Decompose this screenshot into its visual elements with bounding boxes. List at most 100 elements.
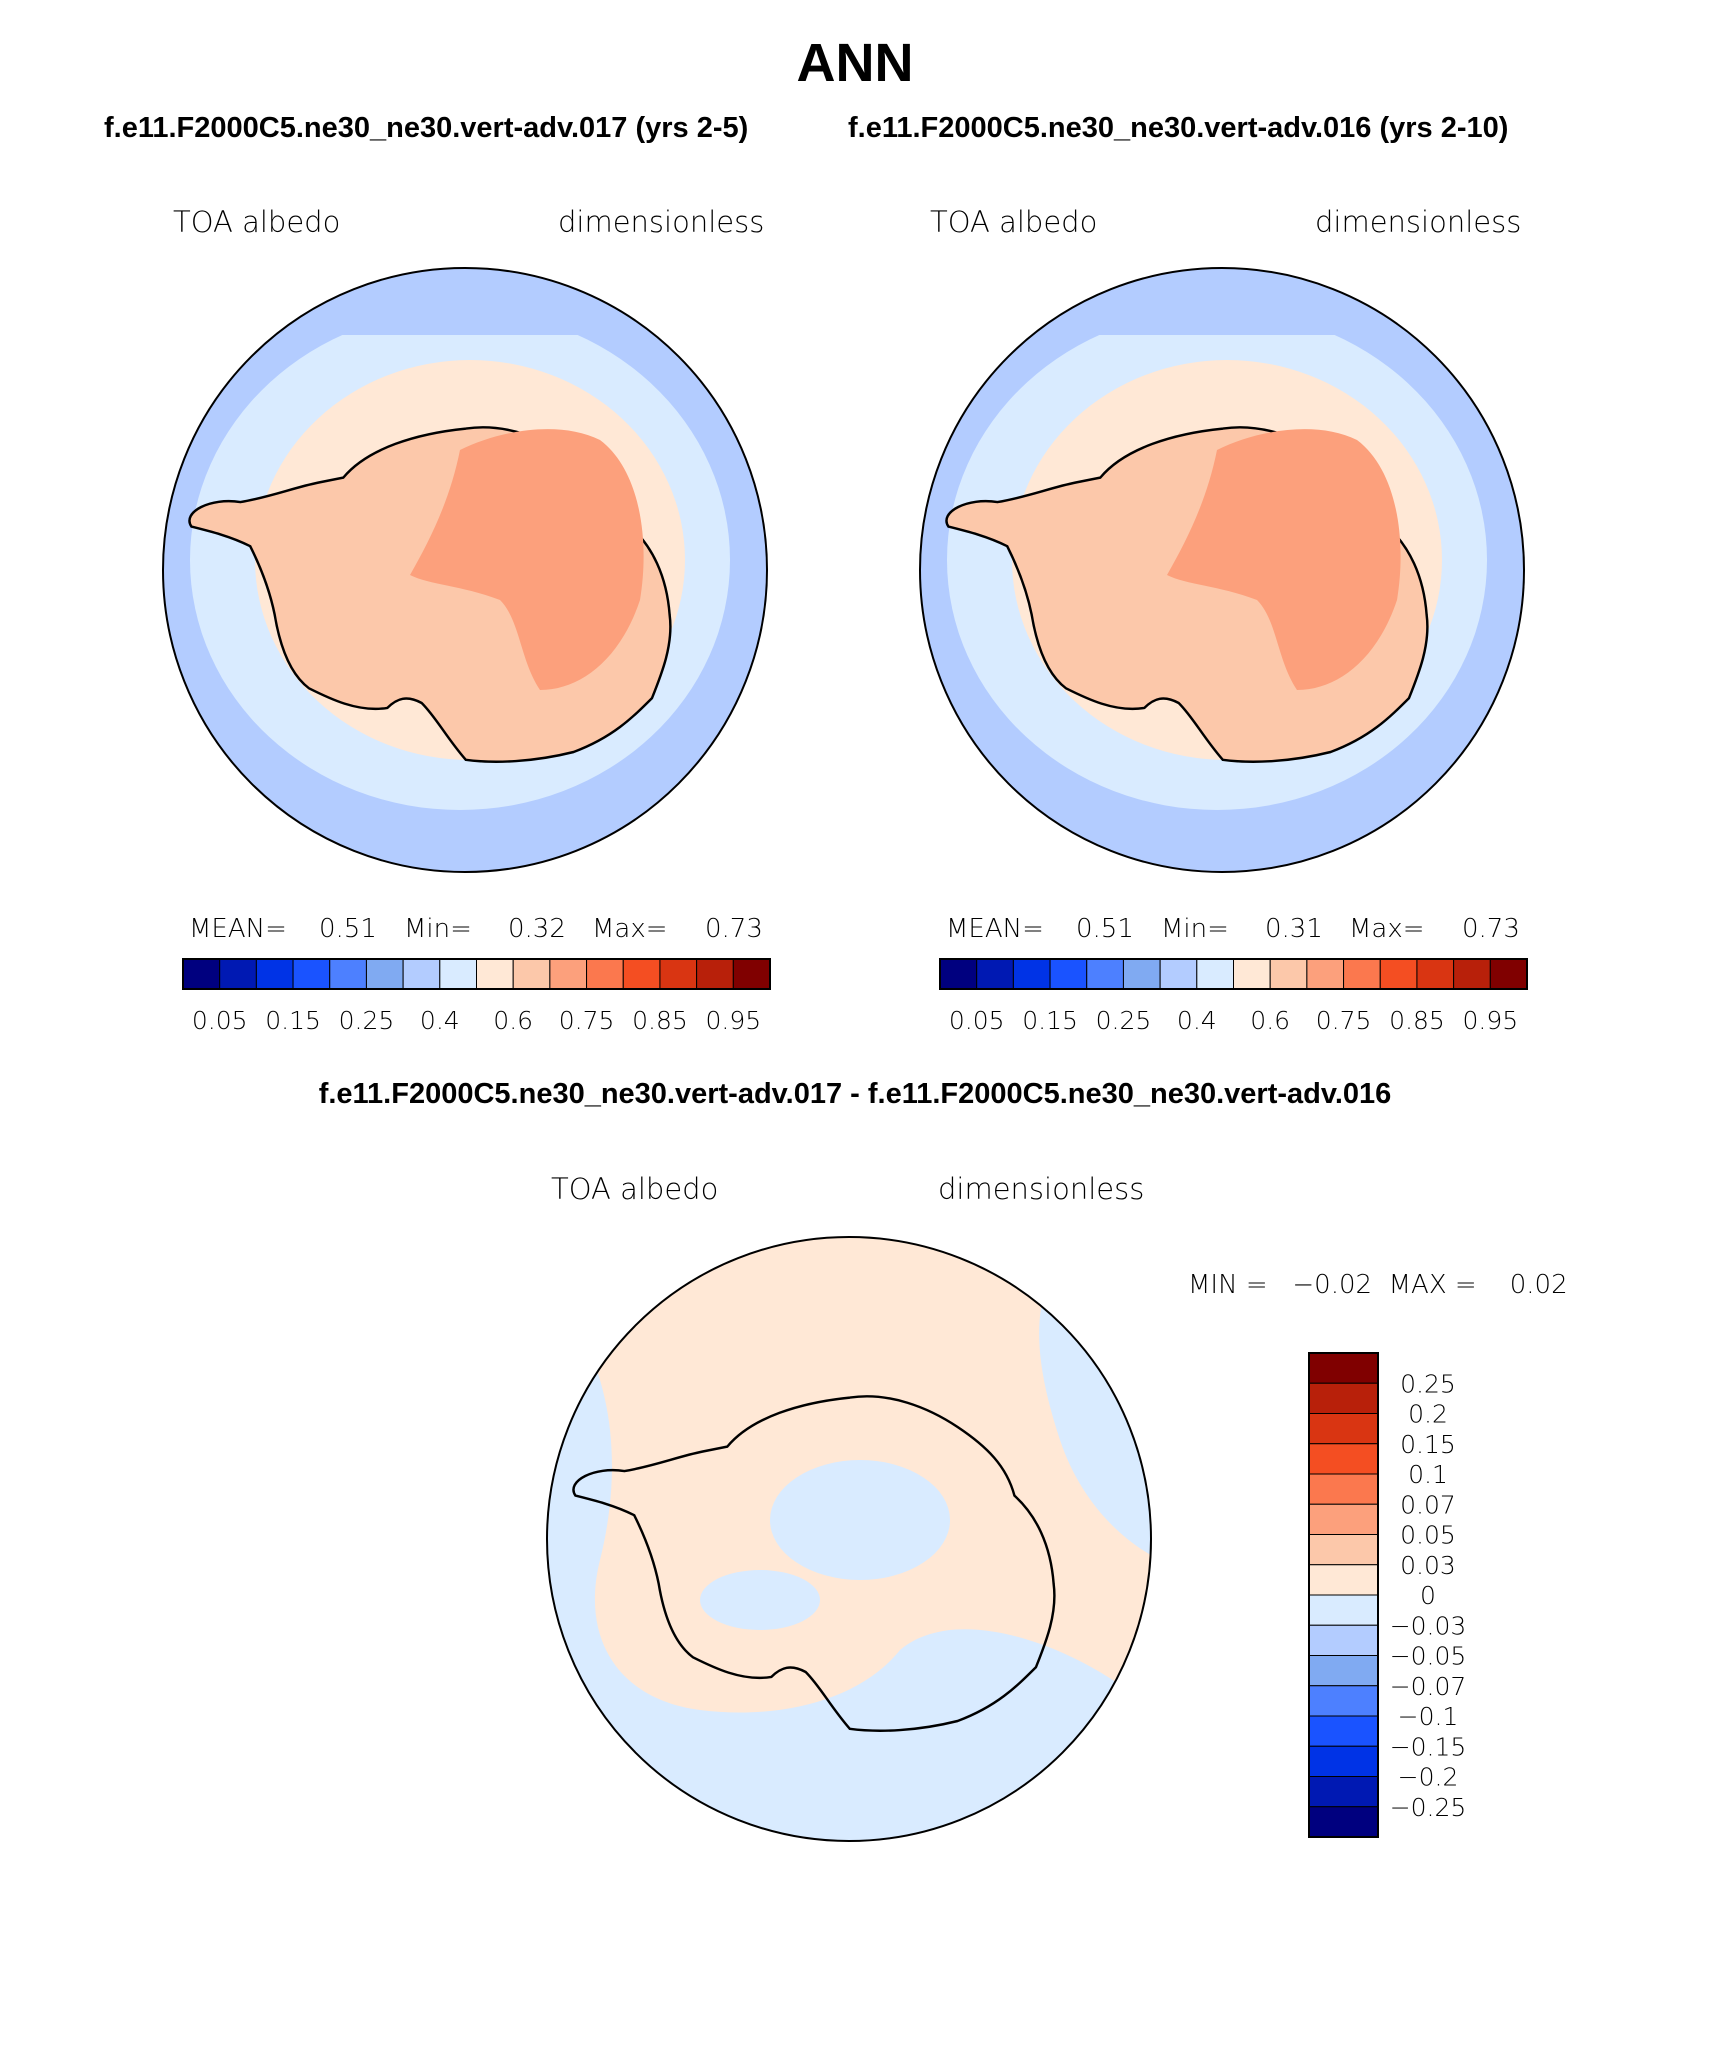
panel-2-map-border: [919, 267, 1525, 873]
panel-2-colorbar-swatch: [1453, 958, 1491, 990]
panel-1-variable-label: TOA albedo: [173, 205, 341, 239]
difference-colorbar-swatch: [1308, 1473, 1379, 1505]
difference-colorbar-swatch: [1308, 1413, 1379, 1445]
panel-1-colorbar-tick-label: 0.15: [265, 1006, 321, 1035]
difference-map-border: [546, 1236, 1152, 1842]
difference-negative-south: [547, 1300, 1151, 1841]
main-title: ANN: [796, 33, 914, 93]
difference-colorbar-tick-label: 0.03: [1400, 1551, 1456, 1580]
panel-2-max-label: Max=: [1349, 914, 1425, 944]
difference-minmax-text: MIN = −0.02 MAX = 0.02: [1188, 1270, 1568, 1300]
difference-colorbar-tick-label: 0: [1420, 1581, 1436, 1610]
difference-variable-label: TOA albedo: [551, 1172, 719, 1206]
difference-colorbar-tick-label: −0.03: [1390, 1611, 1467, 1640]
panel-1-colorbar-swatch: [365, 958, 404, 990]
panel-1-colorbar-swatch: [549, 958, 588, 990]
difference-colorbar: 0.250.20.150.10.070.050.030−0.03−0.05−0.…: [1308, 1352, 1467, 1838]
panel-1-colorbar-swatch: [255, 958, 294, 990]
difference-colorbar-swatch: [1308, 1806, 1379, 1838]
difference-negative-east: [1039, 1280, 1151, 1560]
difference-colorbar-swatch: [1308, 1745, 1379, 1777]
panel-1-colorbar-tick-label: 0.05: [192, 1006, 248, 1035]
panel-1-colorbar-tick-label: 0.6: [493, 1006, 533, 1035]
difference-colorbar-swatch: [1308, 1352, 1379, 1384]
difference-colorbar-swatch: [1308, 1503, 1379, 1535]
panel-1-colorbar-swatch: [586, 958, 624, 990]
panel-1-colorbar-swatch: [732, 958, 771, 990]
panel-1-map: [162, 267, 768, 873]
panel-2-colorbar-swatch: [939, 958, 978, 990]
difference-units-label: dimensionless: [938, 1172, 1145, 1206]
panel-2-colorbar: 0.05 0.15 0.25 0.4 0.6 0.75 0.85 0.95: [939, 958, 1528, 1035]
panel-2-colorbar-swatch: [1233, 958, 1271, 990]
panel-1-colorbar-swatch: [659, 958, 698, 990]
panel-1-max-value: 0.73: [705, 914, 763, 944]
panel-1-colorbar-tick-label: 0.4: [420, 1006, 460, 1035]
difference-title: f.e11.F2000C5.ne30_ne30.vert-adv.017 - f…: [318, 1078, 1392, 1110]
panel-2-min-label: Min=: [1161, 914, 1229, 944]
difference-colorbar-tick-label: −0.25: [1390, 1793, 1467, 1822]
difference-colorbar-swatch: [1308, 1564, 1379, 1596]
panel-2-plateau: [1167, 429, 1401, 690]
panel-2-colorbar-swatch: [1416, 958, 1455, 990]
difference-map: [546, 1236, 1152, 1842]
difference-colorbar-swatch: [1308, 1594, 1379, 1626]
panel-1-colorbar-swatch: [696, 958, 734, 990]
panel-2-colorbar-tick-label: 0.4: [1177, 1006, 1217, 1035]
difference-colorbar-tick-label: 0.2: [1408, 1400, 1448, 1429]
panel-1-mean-label: MEAN=: [189, 914, 287, 944]
panel-1-colorbar-swatch: [476, 958, 514, 990]
panel-2-colorbar-swatch: [1049, 958, 1088, 990]
panel-2-min-value: 0.31: [1265, 914, 1323, 944]
difference-colorbar-tick-label: 0.1: [1408, 1460, 1448, 1489]
panel-2-colorbar-tick-label: 0.6: [1250, 1006, 1290, 1035]
difference-colorbar-tick-label: −0.2: [1398, 1763, 1459, 1792]
difference-colorbar-tick-label: 0.25: [1400, 1369, 1456, 1398]
panel-2-colorbar-swatch: [1122, 958, 1161, 990]
panel-2-mean-value: 0.51: [1076, 914, 1134, 944]
difference-colorbar-swatch: [1308, 1443, 1379, 1475]
panel-1-colorbar-swatch: [512, 958, 551, 990]
panel-2-colorbar-swatch: [1012, 958, 1051, 990]
panel-1-plateau: [410, 429, 644, 690]
difference-negative-interior: [770, 1460, 950, 1580]
panel-1-colorbar-swatch: [439, 958, 477, 990]
panel-1-colorbar-tick-label: 0.95: [705, 1006, 761, 1035]
panel-2-variable-label: TOA albedo: [930, 205, 1098, 239]
panel-2-colorbar-swatch: [1269, 958, 1308, 990]
panel-2-colorbar-swatch: [1196, 958, 1234, 990]
panel-2-colorbar-swatch: [1379, 958, 1418, 990]
difference-colorbar-tick-label: −0.07: [1390, 1672, 1467, 1701]
panel-2-colorbar-tick-label: 0.15: [1022, 1006, 1078, 1035]
panel-2-map: [919, 267, 1525, 873]
panel-1-colorbar-swatch: [292, 958, 331, 990]
panel-2-colorbar-tick-label: 0.05: [949, 1006, 1005, 1035]
panel-1-units-label: dimensionless: [558, 205, 765, 239]
panel-1-colorbar-swatch: [219, 958, 257, 990]
panel-2-max-value: 0.73: [1462, 914, 1520, 944]
difference-colorbar-tick-label: −0.05: [1390, 1642, 1467, 1671]
difference-colorbar-tick-label: 0.07: [1400, 1490, 1456, 1519]
panel-2-mean-label: MEAN=: [946, 914, 1044, 944]
panel-1-colorbar-swatch: [622, 958, 661, 990]
panel-2-colorbar-swatch: [1343, 958, 1381, 990]
panel-1-mean-value: 0.51: [319, 914, 377, 944]
difference-colorbar-swatch: [1308, 1382, 1379, 1414]
panel-1-map-border: [162, 267, 768, 873]
panel-2-colorbar-swatch: [976, 958, 1014, 990]
panel-1-colorbar: 0.05 0.15 0.25 0.4 0.6 0.75 0.85 0.95: [182, 958, 771, 1035]
panel-1-case-title: f.e11.F2000C5.ne30_ne30.vert-adv.017 (yr…: [104, 112, 749, 144]
difference-colorbar-swatch: [1308, 1534, 1379, 1566]
panel-1-min-label: Min=: [404, 914, 472, 944]
panel-2-colorbar-swatch: [1159, 958, 1198, 990]
difference-colorbar-swatch: [1308, 1715, 1379, 1747]
difference-colorbar-tick-label: 0.15: [1400, 1430, 1456, 1459]
panel-2-colorbar-tick-label: 0.95: [1462, 1006, 1518, 1035]
panel-2-colorbar-tick-label: 0.75: [1316, 1006, 1372, 1035]
panel-1-colorbar-swatch: [329, 958, 367, 990]
panel-1-colorbar-tick-label: 0.25: [339, 1006, 395, 1035]
difference-colorbar-tick-label: −0.1: [1398, 1702, 1459, 1731]
difference-colorbar-swatch: [1308, 1776, 1379, 1808]
panel-2-colorbar-tick-label: 0.85: [1389, 1006, 1445, 1035]
panel-1-colorbar-swatch: [182, 958, 221, 990]
